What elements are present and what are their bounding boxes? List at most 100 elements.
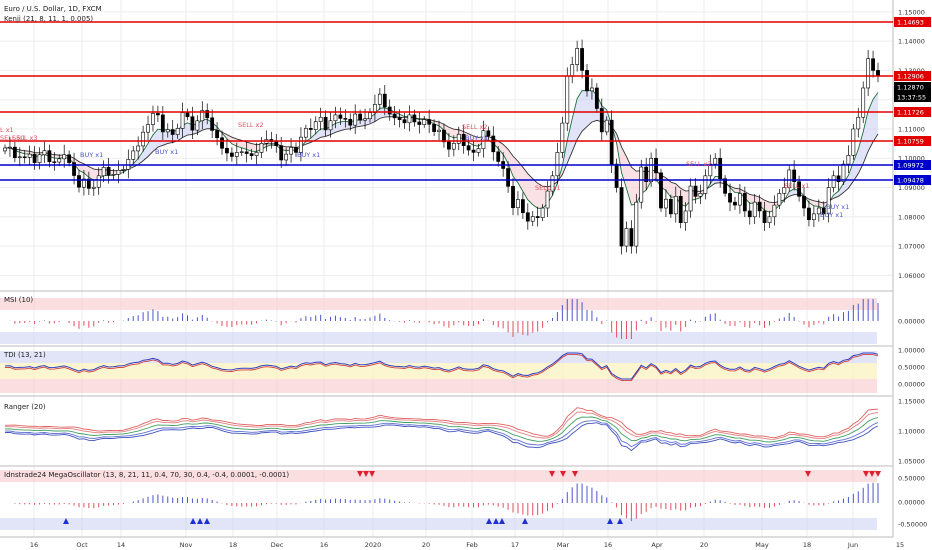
candle-body bbox=[471, 149, 476, 153]
candle-body bbox=[412, 114, 417, 123]
level-tag-bg bbox=[894, 136, 931, 146]
candle bbox=[604, 116, 609, 136]
candle bbox=[249, 148, 254, 160]
level-tag-bg bbox=[894, 160, 931, 170]
candle bbox=[12, 141, 17, 163]
tdi-middle-zone bbox=[0, 363, 877, 379]
candle-body bbox=[407, 114, 412, 124]
candle bbox=[811, 205, 816, 228]
candle-body bbox=[525, 212, 530, 222]
candle bbox=[836, 165, 841, 191]
candle bbox=[353, 104, 358, 134]
candle bbox=[752, 194, 757, 225]
mega-sell-marker bbox=[357, 471, 363, 477]
candle bbox=[299, 127, 303, 162]
candle bbox=[234, 142, 239, 166]
candle-body bbox=[634, 201, 639, 247]
time-axis-tick: 17 bbox=[511, 541, 519, 549]
time-axis-tick: May bbox=[755, 541, 769, 549]
level-tag-label: 1.11726 bbox=[897, 109, 924, 117]
candle-body bbox=[836, 175, 841, 182]
tdi-signal-line bbox=[4, 354, 879, 382]
candle-body bbox=[239, 151, 244, 153]
mega-sell-marker bbox=[875, 471, 881, 477]
candle bbox=[757, 194, 762, 218]
fast-ma-line bbox=[4, 89, 879, 213]
candle-body bbox=[737, 193, 742, 206]
indicator-axis-tick: 0.50000 bbox=[898, 364, 925, 372]
candle-body bbox=[86, 178, 91, 189]
level-tag-bg bbox=[894, 107, 931, 117]
candle-body bbox=[195, 120, 200, 131]
candle-body bbox=[866, 58, 871, 89]
candle-body bbox=[718, 157, 723, 180]
candle-body bbox=[821, 207, 826, 215]
candle-body bbox=[289, 147, 293, 155]
candle bbox=[422, 116, 427, 128]
candle bbox=[668, 194, 673, 218]
time-axis-tick: 15 bbox=[896, 541, 904, 549]
candle bbox=[77, 169, 81, 193]
candle-body bbox=[427, 119, 432, 125]
candle-body bbox=[402, 119, 407, 124]
candle-body bbox=[180, 112, 185, 129]
indicator-axis-tick: 0.00000 bbox=[898, 381, 925, 389]
mega-sell-marker bbox=[549, 471, 555, 477]
time-axis-tick: Oct bbox=[76, 541, 88, 549]
candle bbox=[520, 192, 525, 219]
candle-body bbox=[160, 114, 165, 133]
candle-body bbox=[170, 129, 175, 135]
candle-body bbox=[333, 114, 338, 122]
indicator-legend: Kenji (21, 8, 11, 1, 0.005) bbox=[4, 15, 93, 23]
mega-upper-zone bbox=[0, 470, 877, 482]
candle bbox=[466, 139, 471, 156]
candle bbox=[772, 195, 777, 226]
candle-body bbox=[225, 147, 229, 154]
candle-body bbox=[792, 169, 797, 182]
candle bbox=[3, 144, 7, 155]
candle-body bbox=[37, 154, 42, 163]
candle bbox=[141, 125, 146, 152]
candle bbox=[382, 85, 387, 116]
candle-body bbox=[703, 175, 708, 194]
candle bbox=[634, 193, 639, 254]
candle bbox=[590, 78, 594, 100]
candle bbox=[525, 203, 530, 230]
candle bbox=[841, 160, 846, 185]
candle-body bbox=[244, 151, 249, 154]
candle-body bbox=[876, 70, 880, 76]
candle bbox=[170, 119, 175, 144]
candle-body bbox=[550, 175, 555, 192]
indicator-axis-tick: 1.15000 bbox=[898, 398, 925, 406]
candle-body bbox=[747, 210, 752, 218]
candle-body bbox=[451, 143, 456, 150]
candle-body bbox=[708, 163, 713, 177]
candle bbox=[52, 152, 57, 171]
ranger-band-line bbox=[4, 407, 879, 439]
level-tag-label: 1.09972 bbox=[897, 162, 924, 170]
candle bbox=[807, 200, 811, 227]
candle bbox=[737, 183, 742, 214]
candle-body bbox=[481, 130, 486, 149]
signal-label-buy: BUY x1 bbox=[826, 203, 849, 211]
candle-body bbox=[215, 130, 219, 139]
candle-body bbox=[496, 151, 501, 162]
price-axis-tick: 1.14000 bbox=[898, 38, 925, 46]
candle-body bbox=[377, 93, 382, 105]
signal-label-sell: SELL x2 bbox=[686, 160, 712, 168]
candle-body bbox=[831, 175, 836, 188]
candle bbox=[535, 206, 540, 227]
candle-body bbox=[254, 152, 259, 156]
candle-body bbox=[511, 186, 515, 209]
candle bbox=[871, 50, 875, 78]
tdi-upper-zone bbox=[0, 351, 877, 363]
time-axis-tick: Jun bbox=[847, 541, 858, 549]
candle bbox=[328, 112, 333, 138]
candle bbox=[664, 189, 668, 217]
candle-body bbox=[294, 147, 298, 153]
candle-body bbox=[363, 118, 367, 121]
candle-body bbox=[604, 119, 609, 133]
candle bbox=[244, 141, 249, 163]
time-axis-tick: 18 bbox=[229, 541, 237, 549]
